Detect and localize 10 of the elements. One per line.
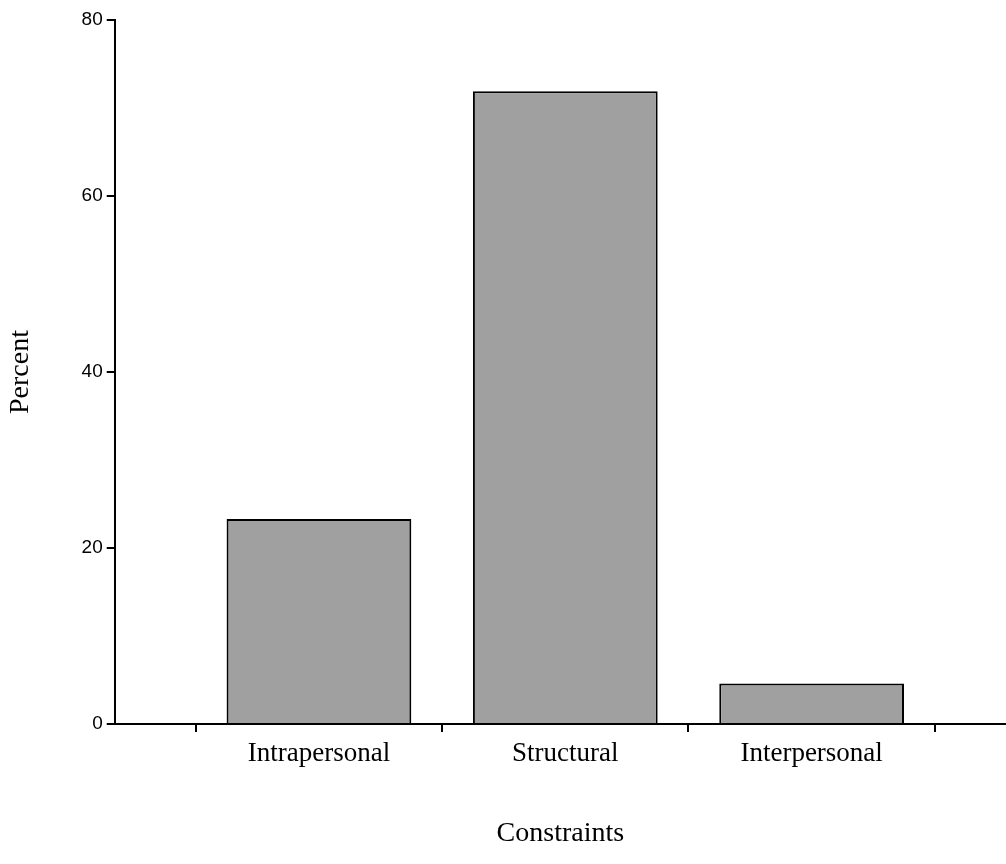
y-axis-title: Percent bbox=[3, 329, 35, 414]
x-tick-label: Interpersonal bbox=[740, 737, 883, 768]
x-axis-title: Constraints bbox=[496, 815, 625, 847]
y-tick-label: 0 bbox=[92, 712, 103, 734]
y-tick-label: 40 bbox=[81, 360, 103, 382]
x-tick-label: Intrapersonal bbox=[247, 737, 391, 768]
x-tick-label: Structural bbox=[512, 737, 619, 768]
y-tick-label: 20 bbox=[81, 536, 103, 558]
y-tick-label: 80 bbox=[81, 8, 103, 30]
y-tick-label: 60 bbox=[81, 184, 103, 206]
